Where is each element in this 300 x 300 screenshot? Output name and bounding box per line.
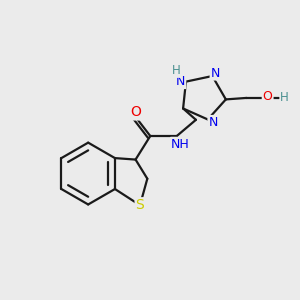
Text: O: O [263, 90, 273, 103]
Text: N: N [211, 67, 220, 80]
Text: H: H [280, 92, 289, 104]
Text: H: H [172, 64, 181, 77]
Text: O: O [130, 106, 141, 119]
Text: NH: NH [171, 138, 190, 151]
Text: N: N [208, 116, 218, 129]
Text: N: N [176, 75, 185, 88]
Text: S: S [136, 198, 144, 212]
